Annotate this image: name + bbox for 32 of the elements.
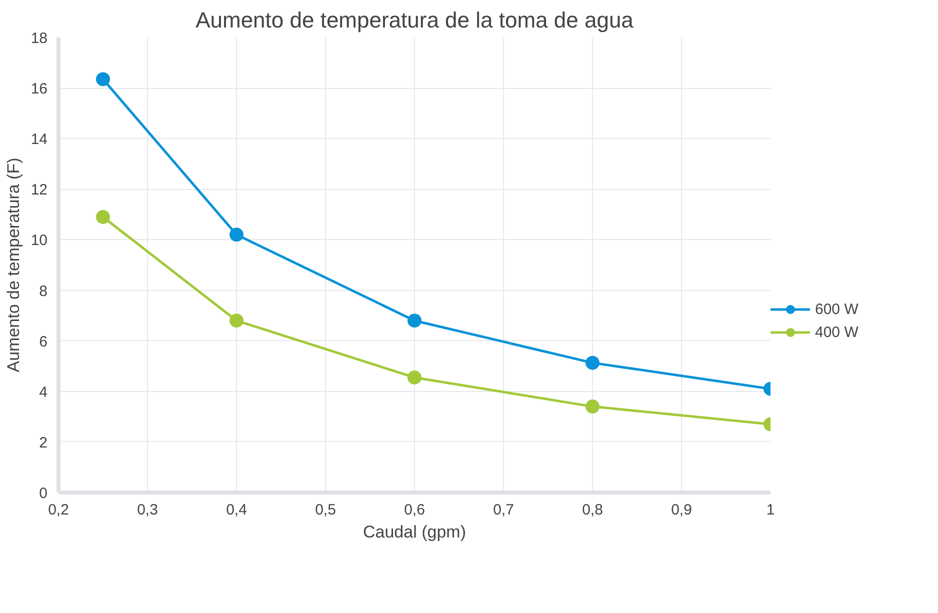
- y-tick-label: 14: [30, 131, 48, 148]
- y-tick-label: 10: [30, 232, 48, 250]
- point: [586, 356, 600, 370]
- x-tick-label: 1: [766, 502, 775, 518]
- point: [408, 370, 422, 384]
- x-tick-label: 0,7: [493, 502, 514, 518]
- y-tick-label: 4: [39, 384, 48, 401]
- x-tick-label: 0,6: [404, 502, 425, 518]
- legend-label: 400 W: [815, 324, 858, 340]
- y-tick-label: 8: [39, 282, 48, 300]
- y-axis-title: Aumento de temperatura (F): [4, 158, 23, 372]
- x-tick-label: 0,8: [582, 502, 603, 518]
- x-axis-title: Caudal (gpm): [363, 522, 466, 542]
- x-tick-label: 0,4: [226, 502, 247, 518]
- x-tick-label: 0,3: [137, 502, 158, 518]
- y-tick-label: 18: [30, 30, 48, 47]
- point: [230, 228, 244, 242]
- y-tick-label: 0: [39, 485, 48, 502]
- y-tick-label: 12: [30, 182, 48, 199]
- point: [230, 314, 244, 328]
- y-tick-label: 6: [39, 333, 48, 350]
- x-tick-label: 0,5: [315, 502, 336, 518]
- point: [408, 314, 422, 328]
- point: [96, 72, 110, 86]
- y-tick-label: 2: [39, 434, 48, 452]
- legend-label: 600 W: [815, 300, 858, 318]
- x-tick-label: 0,2: [48, 502, 69, 518]
- point: [96, 210, 110, 224]
- x-tick-label: 0,9: [671, 502, 692, 518]
- point: [586, 400, 600, 414]
- y-tick-label: 16: [30, 80, 48, 98]
- chart-title: Aumento de temperatura de la toma de agua: [196, 8, 634, 32]
